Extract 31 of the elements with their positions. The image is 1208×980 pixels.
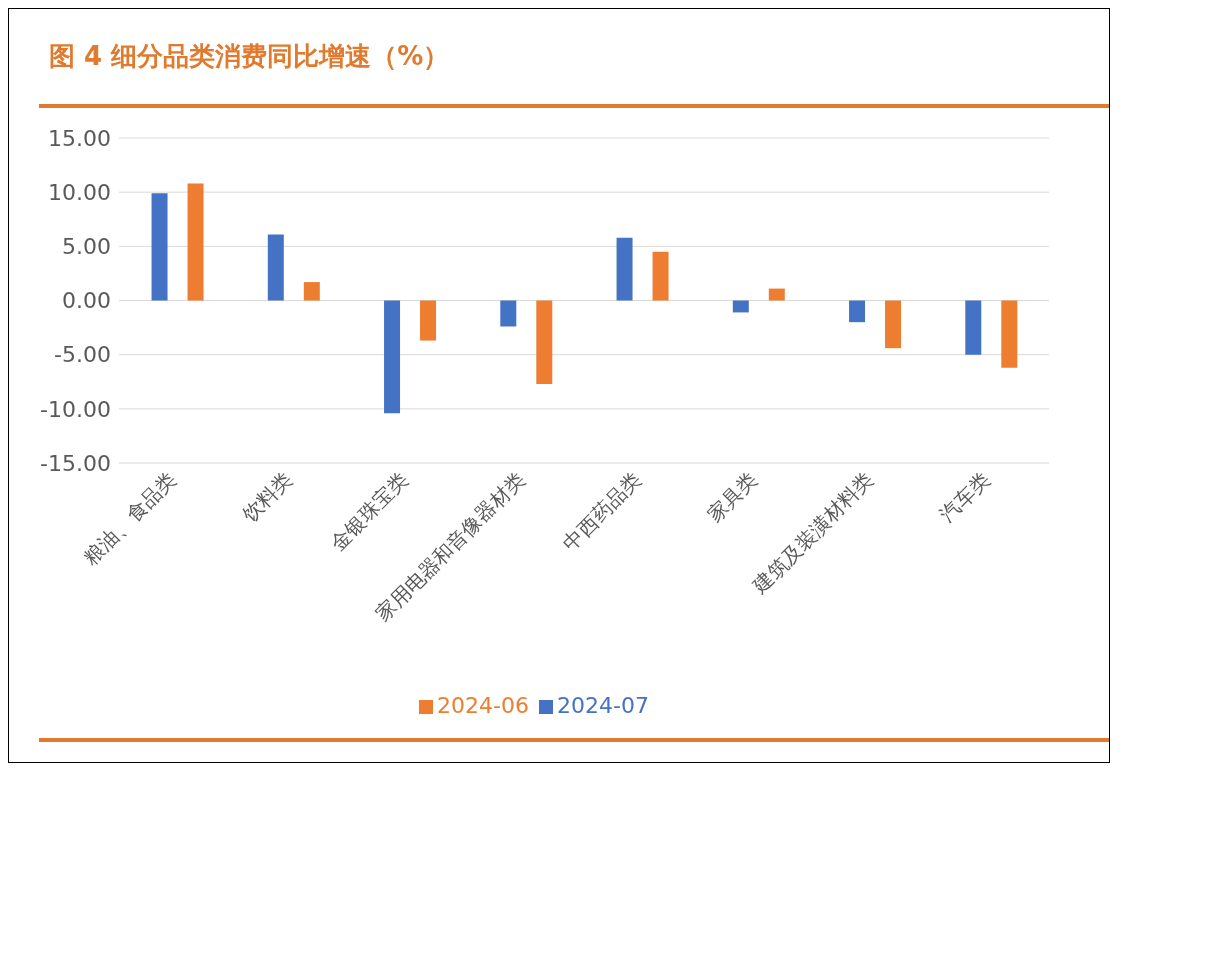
- bar: [267, 234, 284, 301]
- legend-label: 2024-06: [437, 693, 529, 718]
- x-tick-label: 饮料类: [236, 467, 297, 528]
- y-tick-label: 15.00: [48, 125, 111, 151]
- bar: [616, 237, 633, 301]
- chart-title: 图 4 细分品类消费同比增速（%）: [48, 40, 451, 73]
- bar: [187, 183, 204, 301]
- x-tick-label: 汽车类: [935, 467, 995, 527]
- bar: [303, 282, 320, 301]
- y-tick-label: 5.00: [62, 234, 111, 260]
- y-tick-label: 10.00: [48, 179, 111, 205]
- y-tick-label: -5.00: [54, 342, 111, 368]
- x-tick-label: 家具类: [702, 467, 762, 527]
- bar: [652, 251, 669, 301]
- bar: [732, 300, 749, 313]
- bar: [536, 300, 553, 384]
- bar: [1001, 300, 1018, 368]
- bar: [849, 300, 866, 323]
- bar: [151, 193, 168, 301]
- bar: [768, 288, 785, 301]
- y-tick-label: -10.00: [40, 396, 111, 422]
- y-tick-label: -15.00: [40, 450, 111, 476]
- bar: [965, 300, 982, 355]
- bar: [420, 300, 437, 341]
- legend-label: 2024-07: [557, 693, 649, 718]
- bar: [885, 300, 902, 349]
- x-tick-label: 金银珠宝类: [325, 467, 414, 556]
- bar: [384, 300, 401, 414]
- bar: [500, 300, 517, 327]
- y-tick-label: 0.00: [62, 288, 111, 314]
- x-tick-label: 中西药品类: [557, 467, 646, 556]
